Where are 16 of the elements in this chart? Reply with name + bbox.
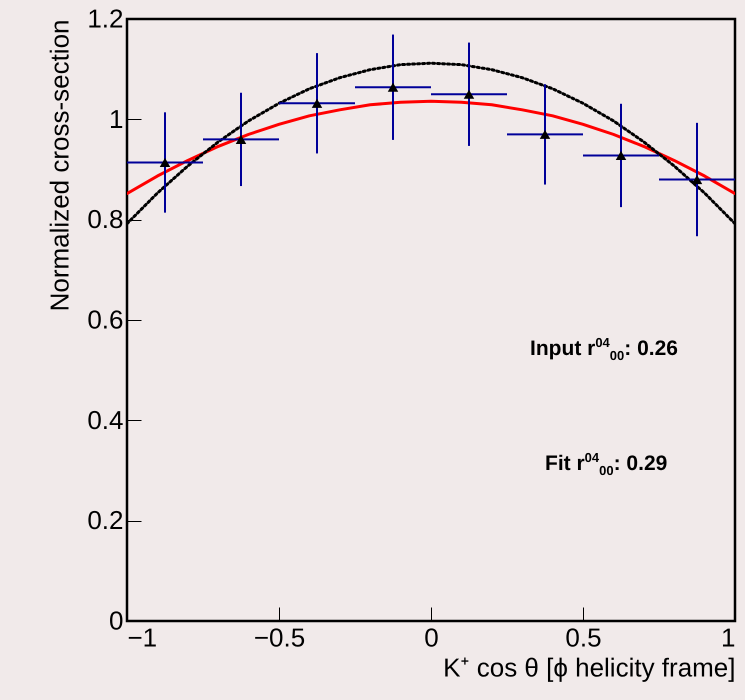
annotation: Input r$^{04}$$_{00}$: 0.26 (530, 335, 678, 364)
x-tick-label: 1 (721, 622, 736, 652)
y-tick-label: 0.4 (87, 404, 124, 435)
x-tick-label: 0 (424, 622, 439, 652)
x-tick-label: 0.5 (565, 622, 602, 652)
x-axis-title: K⁺ cos θ [ϕ helicity frame] (443, 652, 736, 682)
y-tick-label: 0.2 (87, 505, 124, 536)
y-tick-label: 0.8 (87, 204, 124, 234)
y-tick-label: 0.6 (87, 304, 124, 334)
annotation: Fit r$^{04}$$_{00}$: 0.29 (545, 450, 668, 478)
x-tick-label: −0.5 (254, 622, 306, 652)
y-axis-title: Normalized cross-section (44, 20, 74, 312)
y-tick-label: 1 (109, 104, 124, 134)
x-tick-label: −1 (128, 622, 158, 652)
line-series (127, 100, 735, 196)
y-tick-label: 1.2 (87, 4, 124, 34)
